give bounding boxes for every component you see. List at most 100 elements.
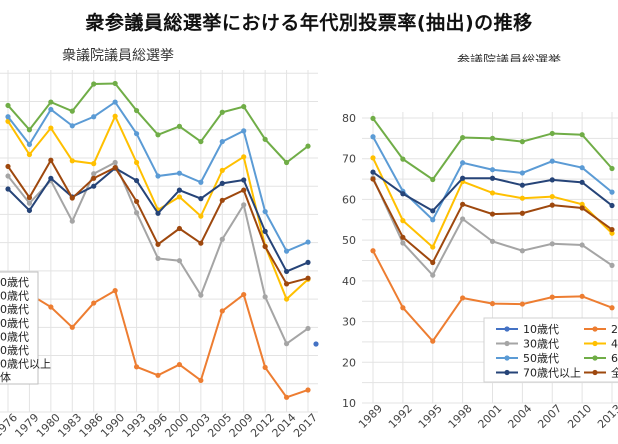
data-point xyxy=(579,179,585,185)
data-point xyxy=(519,182,525,188)
data-point xyxy=(219,109,225,115)
data-point xyxy=(262,294,268,300)
data-point xyxy=(48,106,54,113)
x-tick-label: 1989 xyxy=(356,402,385,431)
series-60代 xyxy=(370,115,615,183)
data-point xyxy=(609,262,615,268)
legend-marker xyxy=(504,340,510,347)
data-point xyxy=(609,305,615,311)
legend-marker xyxy=(504,326,510,332)
x-tick-label: 2004 xyxy=(505,402,534,431)
legend-label: 0歳代 xyxy=(0,303,29,316)
data-point xyxy=(26,151,33,158)
data-point xyxy=(262,364,268,371)
data-point xyxy=(198,179,204,185)
legend-label: 70歳代以上 xyxy=(523,367,581,380)
data-point xyxy=(198,292,204,298)
data-point xyxy=(133,177,140,184)
data-point xyxy=(133,107,140,114)
x-tick-label: 1983 xyxy=(55,411,84,440)
legend-label: 30歳代 xyxy=(523,338,559,351)
data-point xyxy=(609,226,615,233)
data-point xyxy=(489,211,496,217)
data-point xyxy=(549,294,555,300)
data-point xyxy=(69,158,75,164)
main-title: 衆参議員総選挙における年代別投票率(抽出)の推移 xyxy=(85,12,533,34)
data-point xyxy=(69,123,75,129)
data-point xyxy=(305,325,311,332)
data-point xyxy=(400,234,406,240)
data-point xyxy=(609,189,615,195)
x-tick-label: 2014 xyxy=(270,411,299,440)
y-tick-label: 50 xyxy=(342,234,356,247)
data-point xyxy=(460,134,466,141)
data-point xyxy=(283,296,290,302)
left-chart: 1976197919801983198619901993199620002003… xyxy=(0,70,320,440)
data-point xyxy=(155,173,161,179)
data-point xyxy=(549,130,555,137)
x-tick-label: 2003 xyxy=(184,411,213,440)
data-point xyxy=(112,164,118,171)
data-point xyxy=(5,173,11,179)
legend-label: 0歳代 xyxy=(0,276,29,289)
legend-label: 60歳代 xyxy=(611,352,618,365)
data-point xyxy=(112,288,118,294)
data-point xyxy=(5,186,11,192)
data-point xyxy=(219,236,225,242)
data-point xyxy=(430,272,436,278)
data-point xyxy=(489,135,496,141)
data-point xyxy=(91,300,97,306)
series-30代 xyxy=(5,159,311,347)
data-point xyxy=(48,157,54,163)
data-point xyxy=(5,163,11,170)
data-point xyxy=(283,281,290,287)
data-point xyxy=(26,127,33,133)
data-point xyxy=(91,183,97,189)
data-point xyxy=(489,167,496,173)
series-全体 xyxy=(370,176,615,266)
x-tick-label: 1995 xyxy=(416,402,445,431)
data-point xyxy=(155,241,161,247)
data-point xyxy=(198,377,204,383)
data-point xyxy=(370,169,376,175)
data-point xyxy=(609,202,615,209)
data-point xyxy=(489,190,496,196)
legend-label: 0歳代 xyxy=(0,317,29,330)
data-point xyxy=(400,191,406,197)
data-point xyxy=(370,248,376,254)
legend-label: 全体 xyxy=(611,366,618,380)
data-point xyxy=(579,205,585,211)
data-point xyxy=(219,167,225,173)
y-tick-label: 80 xyxy=(342,112,356,125)
legend-label: 0歳代 xyxy=(0,290,29,303)
data-point xyxy=(519,195,525,201)
data-point xyxy=(155,210,161,216)
data-point xyxy=(198,138,204,145)
x-tick-label: 2007 xyxy=(535,402,564,431)
legend-marker xyxy=(592,326,598,332)
x-tick-label: 1980 xyxy=(34,411,63,440)
data-point xyxy=(26,200,33,206)
x-tick-label: 2017 xyxy=(291,411,320,440)
data-point xyxy=(241,177,247,183)
data-point xyxy=(219,180,225,186)
data-point xyxy=(198,240,204,246)
y-tick-label: 60 xyxy=(342,193,356,206)
series-20代 xyxy=(5,288,311,400)
data-point xyxy=(549,241,555,247)
data-point xyxy=(609,230,615,236)
data-point xyxy=(241,291,247,298)
x-tick-label: 1993 xyxy=(120,411,149,440)
data-point xyxy=(112,113,118,119)
data-point xyxy=(198,213,204,219)
x-tick-label: 2005 xyxy=(205,411,234,440)
data-point xyxy=(283,268,290,275)
legend-marker xyxy=(592,340,598,347)
series-50代 xyxy=(370,134,615,223)
data-point xyxy=(241,154,247,160)
data-point xyxy=(133,131,140,137)
data-point xyxy=(241,128,247,134)
series-60代 xyxy=(5,80,311,166)
right-legend: 10歳代 20歳代 30歳代 40歳代 50歳代 60歳代 70歳代以上 全体 xyxy=(483,317,618,383)
legend-label: 10歳代 xyxy=(523,323,559,336)
